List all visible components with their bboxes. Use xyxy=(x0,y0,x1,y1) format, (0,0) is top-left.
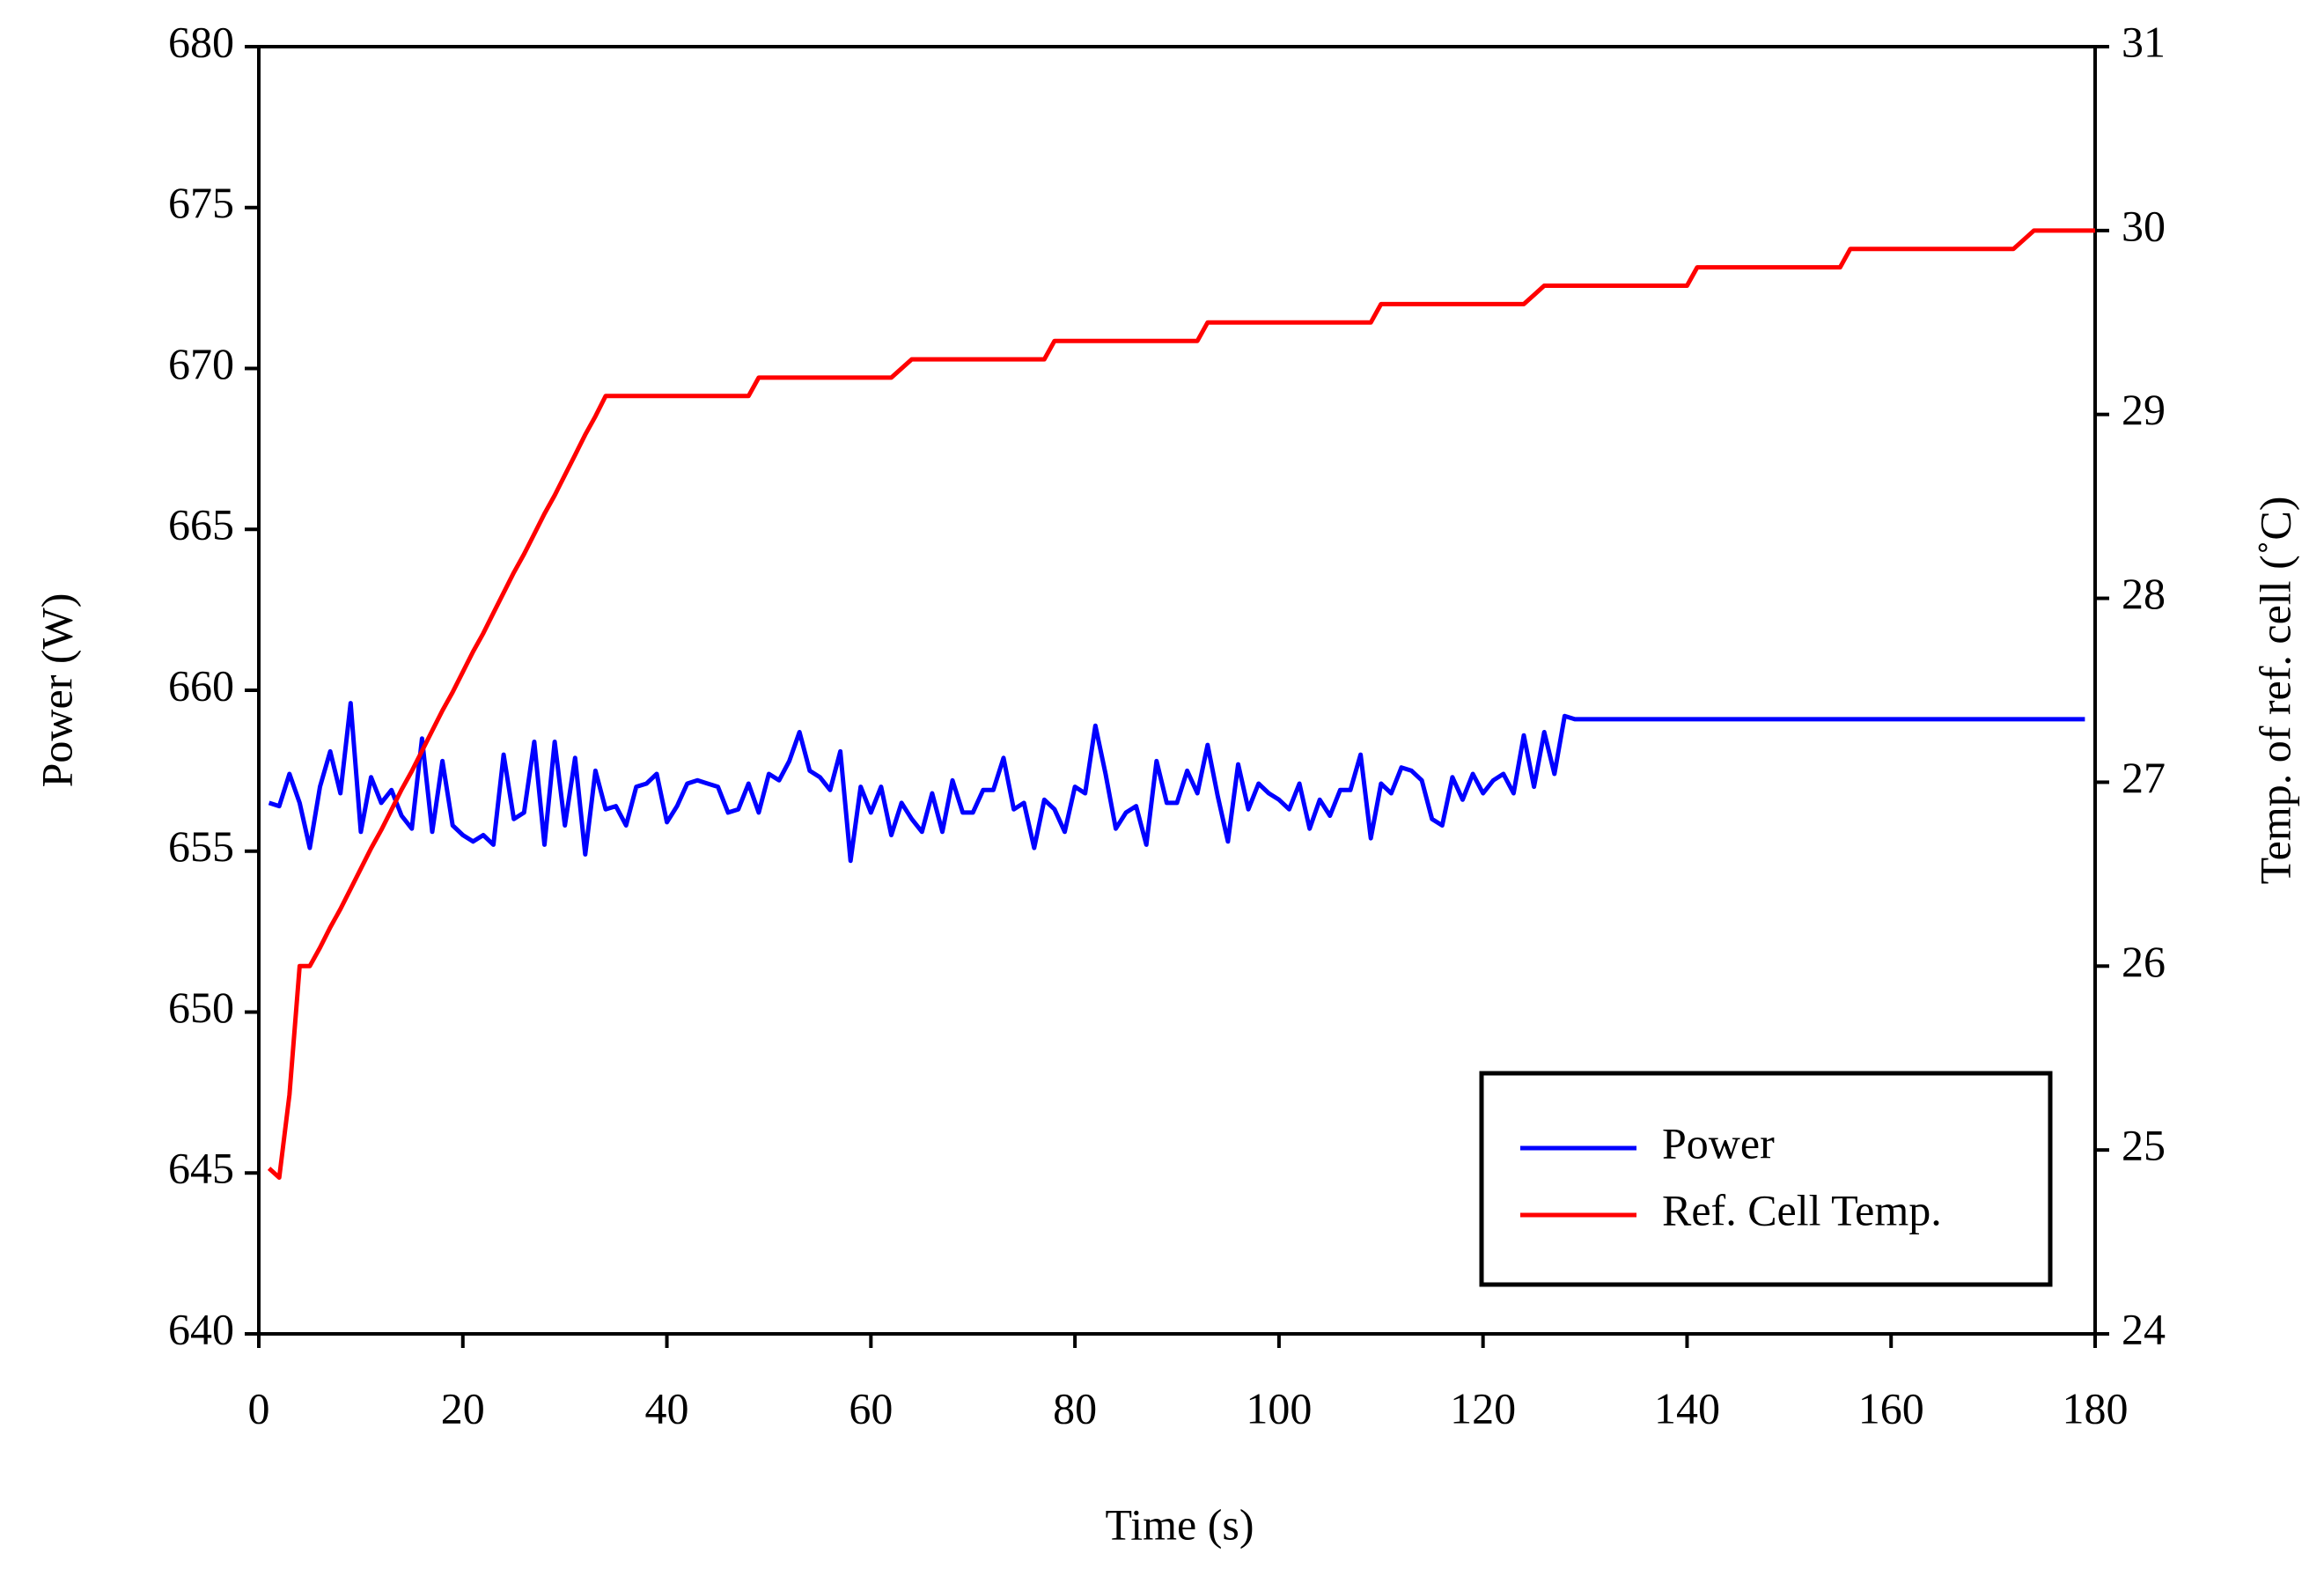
y-tick-label: 675 xyxy=(168,178,234,227)
x-tick-label: 40 xyxy=(645,1383,689,1432)
x-tick-label: 60 xyxy=(849,1383,893,1432)
series-line xyxy=(267,228,2095,1180)
y2-tick-label: 24 xyxy=(2122,1304,2166,1353)
y2-tick-label: 27 xyxy=(2122,753,2166,802)
y2-tick-label: 30 xyxy=(2122,201,2166,250)
legend-box xyxy=(1479,1071,2053,1287)
x-tick-label: 180 xyxy=(2063,1383,2129,1432)
y-axis-label: Power (W) xyxy=(32,593,81,788)
series-line xyxy=(268,701,2085,864)
y2-tick-label: 28 xyxy=(2122,569,2166,618)
y-tick-label: 645 xyxy=(168,1144,234,1193)
y2-tick-label: 31 xyxy=(2122,17,2166,66)
y2-tick-label: 29 xyxy=(2122,385,2166,434)
y-tick-label: 655 xyxy=(168,821,234,871)
legend-label: Power xyxy=(1662,1118,1775,1167)
y-tick-label: 670 xyxy=(168,339,234,388)
y-tick-label: 650 xyxy=(168,983,234,1032)
y-tick-label: 665 xyxy=(168,500,234,549)
x-axis-label: Time (s) xyxy=(1105,1499,1254,1549)
y-tick-label: 680 xyxy=(168,17,234,66)
x-tick-label: 160 xyxy=(1858,1383,1924,1432)
y2-tick-label: 26 xyxy=(2122,937,2166,986)
x-tick-label: 100 xyxy=(1246,1383,1312,1432)
x-tick-label: 120 xyxy=(1450,1383,1516,1432)
x-tick-label: 0 xyxy=(248,1383,270,1432)
y2-tick-label: 25 xyxy=(2122,1121,2166,1170)
y-tick-label: 660 xyxy=(168,660,234,710)
legend-label: Ref. Cell Temp. xyxy=(1662,1185,1942,1234)
x-tick-label: 80 xyxy=(1053,1383,1097,1432)
y-tick-label: 640 xyxy=(168,1304,234,1353)
x-tick-label: 140 xyxy=(1654,1383,1720,1432)
x-tick-label: 20 xyxy=(441,1383,485,1432)
y2-axis-label: Temp. of ref. cell (˚C) xyxy=(2250,497,2299,885)
